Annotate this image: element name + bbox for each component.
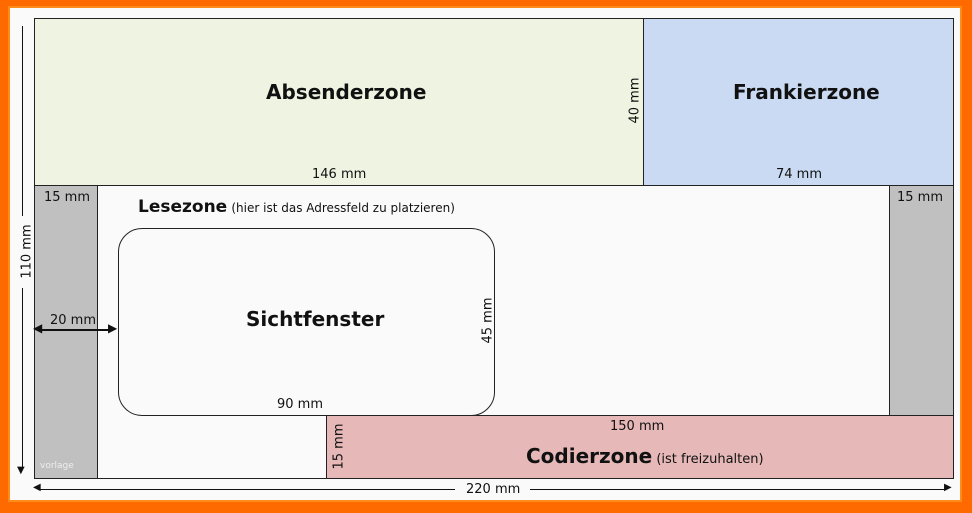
envelope-height: 110 mm xyxy=(19,224,35,279)
right-margin-zone xyxy=(889,185,954,416)
envelope-width: 220 mm xyxy=(466,482,521,497)
lesezone-label: Lesezone xyxy=(138,197,228,217)
sichtfenster xyxy=(118,228,495,416)
codierzone-label: Codierzone xyxy=(526,444,653,468)
codierzone xyxy=(326,415,954,479)
absenderzone-height: 40 mm xyxy=(627,77,643,124)
frankierzone-width: 74 mm xyxy=(776,167,823,182)
height-arrow-top xyxy=(22,26,23,216)
width-arrow-right-head: ▶ xyxy=(944,482,952,493)
watermark: vorlage xyxy=(40,461,74,471)
sichtfenster-width: 90 mm xyxy=(277,397,324,412)
width-arrow-left xyxy=(40,489,455,490)
left-margin-width: 15 mm xyxy=(44,190,91,205)
codierzone-height: 15 mm xyxy=(331,423,347,470)
frankierzone-label: Frankierzone xyxy=(733,80,880,104)
offset-arrow-line xyxy=(40,329,112,331)
right-margin-width: 15 mm xyxy=(897,190,944,205)
width-arrow-right xyxy=(530,489,946,490)
left-margin-zone xyxy=(34,185,98,479)
lesezone-note: (hier ist das Adressfeld zu platzieren) xyxy=(231,201,455,215)
sichtfenster-height: 45 mm xyxy=(480,297,496,344)
codierzone-title: Codierzone (ist freizuhalten) xyxy=(526,444,764,468)
lesezone-title: Lesezone (hier ist das Adressfeld zu pla… xyxy=(138,197,455,217)
height-arrow-bottom xyxy=(22,288,23,468)
frankierzone xyxy=(643,18,954,186)
height-arrow-bottom-head: ▼ xyxy=(17,465,25,476)
width-arrow-left-head: ◀ xyxy=(33,482,41,493)
offset-arrow-right-head: ▶ xyxy=(108,321,118,335)
absenderzone xyxy=(34,18,644,186)
offset-arrow-left-head: ◀ xyxy=(33,321,43,335)
absenderzone-width: 146 mm xyxy=(312,167,367,182)
sichtfenster-offset: 20 mm xyxy=(50,313,97,328)
sichtfenster-label: Sichtfenster xyxy=(246,307,385,331)
absenderzone-label: Absenderzone xyxy=(266,80,427,104)
codierzone-width: 150 mm xyxy=(610,419,665,434)
codierzone-note: (ist freizuhalten) xyxy=(656,452,764,467)
